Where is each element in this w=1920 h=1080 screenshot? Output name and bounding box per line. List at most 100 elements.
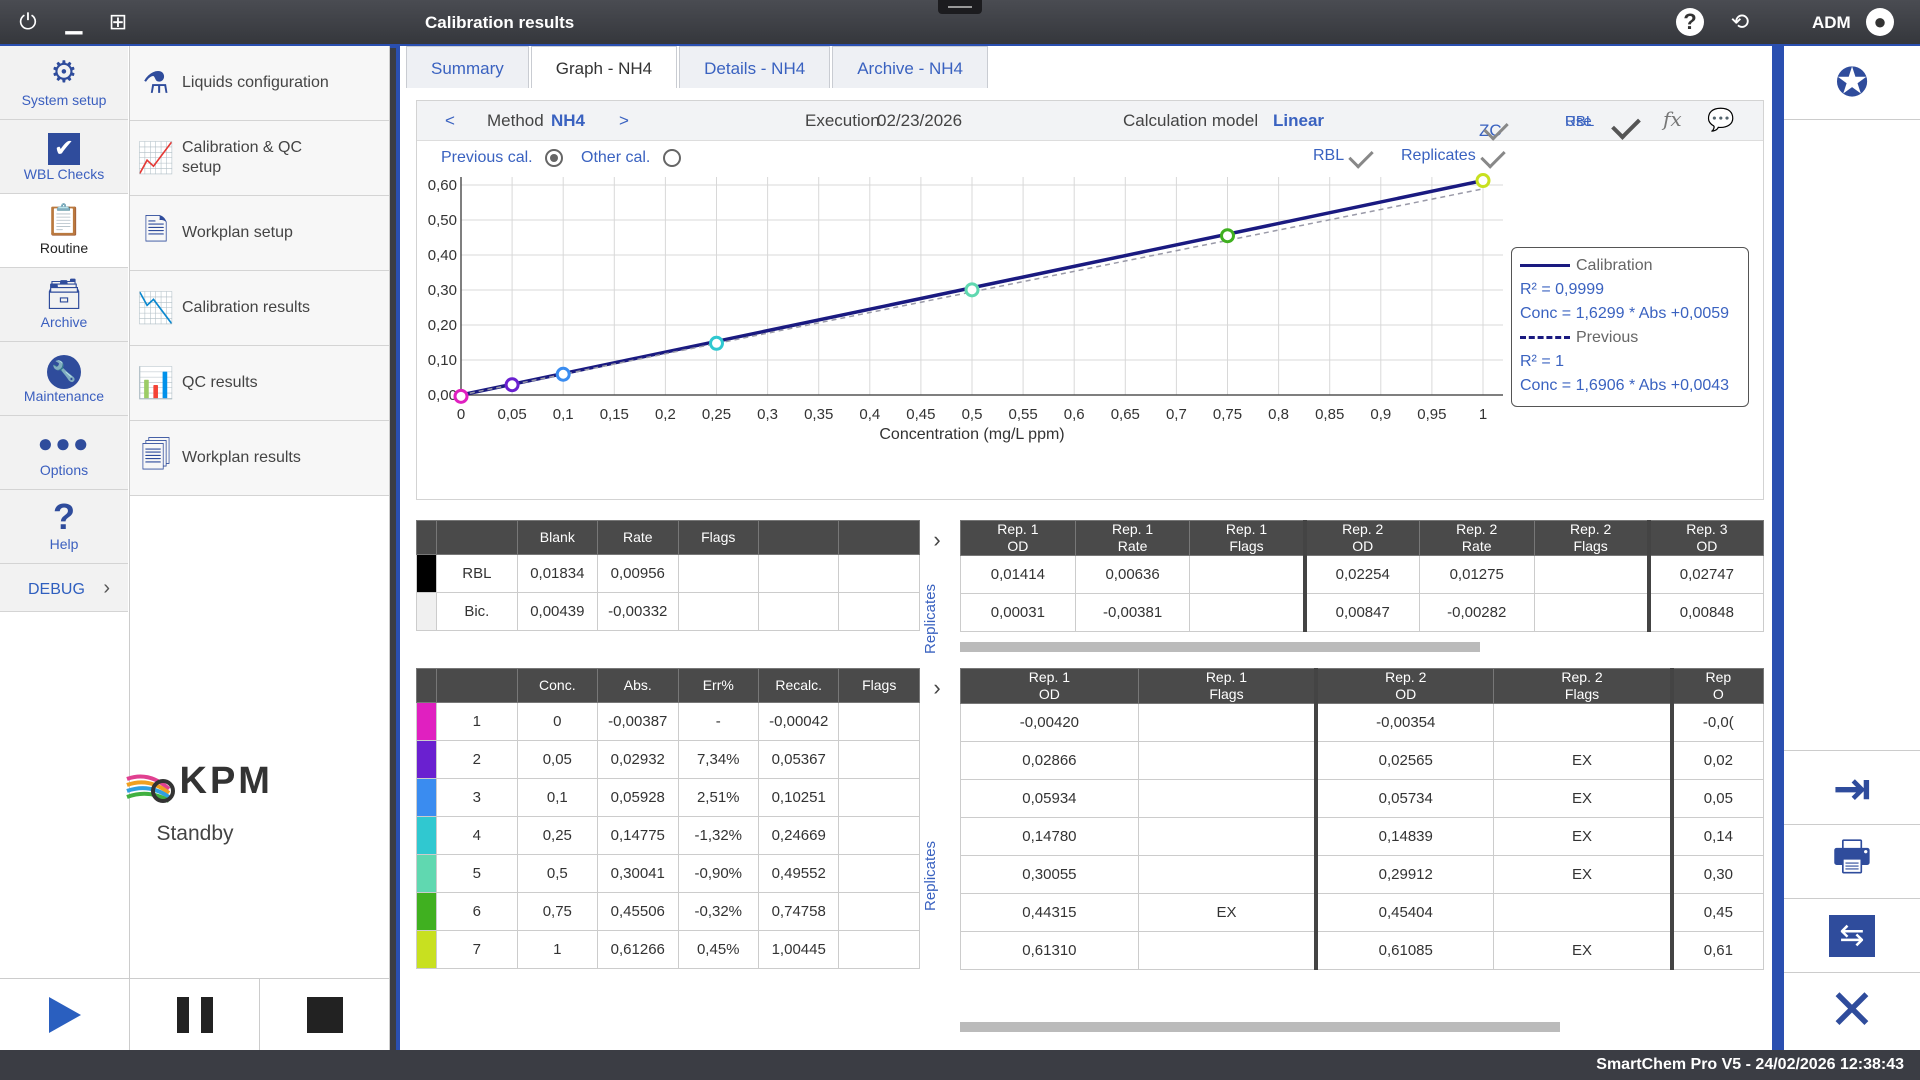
- rep-cell: 0,61310: [960, 931, 1139, 970]
- x-tick-label: 0,35: [804, 406, 833, 423]
- nav-wbl-checks[interactable]: ✔ WBL Checks: [0, 120, 128, 194]
- table-row[interactable]: 3 0,1 0,05928 2,51% 0,10251: [415, 778, 920, 817]
- tab-graph[interactable]: Graph - NH4: [530, 46, 678, 88]
- submenu-calibration-results[interactable]: 📉 Calibration results: [130, 271, 389, 346]
- windows-icon[interactable]: ⊞: [108, 9, 128, 34]
- prev-method-button[interactable]: <: [445, 111, 455, 130]
- nav-options[interactable]: ●●● Options: [0, 416, 128, 490]
- user-switch-icon[interactable]: ⟲: [1730, 9, 1750, 34]
- table-row[interactable]: 0,61310 0,61085 EX 0,61: [960, 931, 1764, 970]
- legend-solid-line: [1520, 264, 1570, 268]
- table-row[interactable]: -0,00420 -0,00354 -0,0(: [960, 703, 1764, 742]
- table-row[interactable]: 7 1 0,61266 0,45% 1,00445: [415, 930, 920, 969]
- export-button[interactable]: ⇥: [1784, 750, 1920, 824]
- nav-routine[interactable]: 📋 Routine: [0, 194, 128, 268]
- submenu-liquids-configuration[interactable]: ⚗ Liquids configuration: [130, 46, 389, 121]
- print-button[interactable]: 🖶: [1784, 824, 1920, 898]
- nav-archive[interactable]: 🗃 Archive: [0, 268, 128, 342]
- cell-conc: 0,05: [516, 740, 599, 779]
- comments-icon[interactable]: 💬: [1707, 107, 1735, 132]
- cell-id: 4: [436, 816, 518, 855]
- close-button[interactable]: ✕: [1784, 972, 1920, 1046]
- swap-button[interactable]: ⇆: [1784, 898, 1920, 972]
- rbl-toggle[interactable]: RBL: [1313, 143, 1374, 169]
- table-row[interactable]: 4 0,25 0,14775 -1,32% 0,24669: [415, 816, 920, 855]
- minimize-icon[interactable]: ▁: [65, 9, 83, 34]
- cell-rate: 0,00956: [597, 554, 679, 593]
- other-cal-option[interactable]: Other cal.: [581, 149, 681, 167]
- tab-summary[interactable]: Summary: [406, 46, 529, 88]
- table-row[interactable]: 1 0 -0,00387- -0,00042: [415, 702, 920, 741]
- rep-cell: 0,00848: [1646, 593, 1764, 632]
- col-id: [436, 668, 518, 703]
- nav-maintenance[interactable]: 🔧 Maintenance: [0, 342, 128, 416]
- stop-button[interactable]: [260, 978, 390, 1050]
- table-row[interactable]: 0,02866 0,02565 EX 0,02: [960, 741, 1764, 780]
- cell-recalc: 1,00445: [757, 930, 840, 969]
- rep-cell: 0,30055: [960, 855, 1139, 894]
- horizontal-scrollbar[interactable]: [960, 1022, 1560, 1032]
- rep-cell: 0,05: [1669, 779, 1764, 818]
- nav-system-setup[interactable]: ⚙ System setup: [0, 46, 128, 120]
- table-row[interactable]: 0,01414 0,00636 0,02254 0,01275 0,02747: [960, 555, 1764, 594]
- cell-empty: [677, 592, 759, 631]
- cell-abs: 0,02932: [597, 740, 679, 779]
- submenu-qc-results[interactable]: 📊 QC results: [130, 346, 389, 421]
- data-point[interactable]: [1220, 228, 1235, 244]
- replicates-toggle[interactable]: Replicates: [1401, 143, 1506, 169]
- debug-button[interactable]: DEBUG ›: [0, 564, 128, 612]
- pause-button[interactable]: [130, 978, 260, 1050]
- legend-previous-r2: R² = 1: [1520, 353, 1565, 370]
- chevron-right-icon[interactable]: ›: [933, 527, 941, 552]
- legend-previous: Previous: [1520, 326, 1740, 350]
- table-row[interactable]: 2 0,05 0,02932 7,34% 0,05367: [415, 740, 920, 779]
- table-row[interactable]: 0,00031 -0,00381 0,00847 -0,00282 0,00848: [960, 593, 1764, 632]
- play-button[interactable]: [0, 978, 130, 1050]
- tab-details[interactable]: Details - NH4: [679, 46, 831, 88]
- user-avatar-icon[interactable]: ●: [1866, 8, 1894, 36]
- table-row[interactable]: RBL 0,01834 0,00956: [415, 554, 920, 593]
- series-line-previous: [460, 188, 1484, 396]
- archive-box-icon: 🗃: [44, 278, 84, 311]
- rep-cell: -0,00354: [1314, 703, 1495, 742]
- cell-flags: [838, 930, 920, 969]
- flask-gear-icon: ⚗: [142, 66, 170, 100]
- help-icon[interactable]: ?: [1676, 8, 1704, 36]
- nav-help[interactable]: ? Help: [0, 490, 128, 564]
- rep-cell: 0,02747: [1646, 555, 1764, 594]
- data-point[interactable]: [709, 335, 724, 351]
- horizontal-scrollbar[interactable]: [960, 642, 1480, 652]
- power-icon[interactable]: ⏻: [19, 9, 37, 34]
- calc-model-value[interactable]: Linear: [1273, 111, 1325, 130]
- cell-conc: 1: [516, 930, 599, 969]
- rep-cell: 0,05734: [1314, 779, 1495, 818]
- table-row[interactable]: 0,05934 0,05734 EX 0,05: [960, 779, 1764, 818]
- table-row[interactable]: 0,14780 0,14839 EX 0,14: [960, 817, 1764, 856]
- submenu-workplan-results[interactable]: 🗐 Workplan results: [130, 421, 389, 496]
- previous-cal-option[interactable]: Previous cal.: [441, 149, 564, 167]
- method-value[interactable]: NH4: [551, 111, 586, 130]
- rep-cell: [1533, 555, 1650, 594]
- table-row[interactable]: 5 0,5 0,30041 -0,90% 0,49552: [415, 854, 920, 893]
- chart-star-button[interactable]: ✪: [1784, 46, 1920, 120]
- tab-archive[interactable]: Archive - NH4: [832, 46, 989, 88]
- data-point[interactable]: [1475, 173, 1491, 189]
- data-point[interactable]: [964, 282, 980, 298]
- chevron-right-icon[interactable]: ›: [933, 675, 941, 700]
- submenu-label: Workplan setup: [182, 224, 293, 241]
- execution-value[interactable]: 02/23/2026: [877, 111, 963, 130]
- x-tick-label: 0,05: [497, 406, 526, 423]
- table-row[interactable]: 6 0,75 0,45506 -0,32% 0,74758: [415, 892, 920, 931]
- table-row[interactable]: Bic. 0,00439 -0,00332: [415, 592, 920, 631]
- next-method-button[interactable]: >: [619, 111, 629, 130]
- fx-button[interactable]: fx: [1663, 107, 1682, 131]
- data-point[interactable]: [453, 388, 469, 404]
- data-point[interactable]: [504, 377, 520, 393]
- submenu-workplan-setup[interactable]: 🗎 Workplan setup: [130, 196, 389, 271]
- rep-header: Rep. 3 OD: [1646, 520, 1764, 556]
- data-point[interactable]: [555, 366, 571, 382]
- table-row[interactable]: 0,44315 EX 0,45404 0,45: [960, 893, 1764, 932]
- submenu-calibration-qc-setup[interactable]: 📈 Calibration & QC setup: [130, 121, 389, 196]
- window-grip[interactable]: [938, 0, 982, 14]
- table-row[interactable]: 0,30055 0,29912 EX 0,30: [960, 855, 1764, 894]
